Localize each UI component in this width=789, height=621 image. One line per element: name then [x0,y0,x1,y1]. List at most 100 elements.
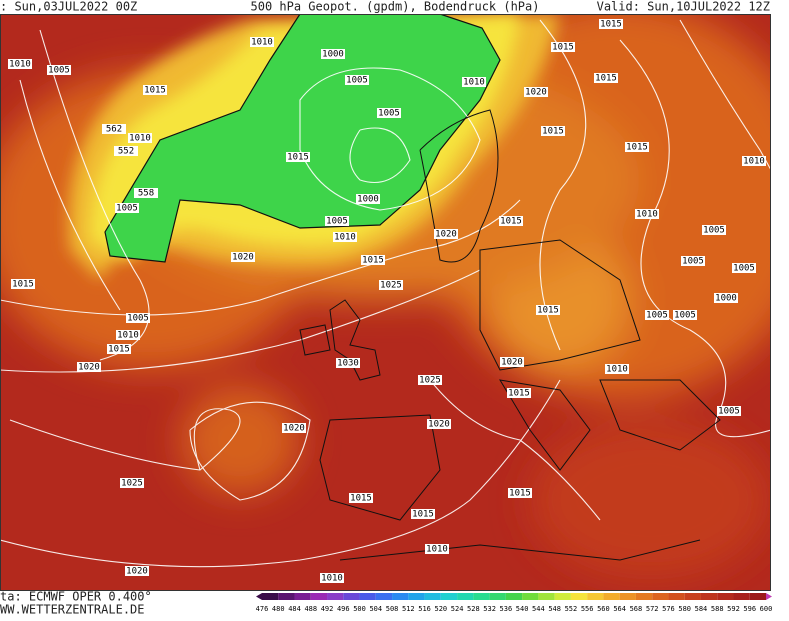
isobar-label: 1005 [326,217,348,227]
isobar-label: 1010 [251,38,273,48]
map-frame [0,14,771,591]
scale-label: 496 [337,605,350,613]
label-box [524,87,548,97]
label-box [551,42,575,52]
color-scale: 476 480 484 488 492 496 500 504 508 512 516 520 524 5… [256,593,772,613]
isobar-label: 1005 [733,264,755,274]
label-box [356,194,380,204]
isobar-label: 1020 [525,88,547,98]
scale-swatch [294,593,311,600]
site: WW.WETTERZENTRALE.DE [0,603,145,617]
label-box [250,37,274,47]
isobar-label: 1010 [426,545,448,555]
scale-arrow [766,593,772,600]
label-box [541,126,565,136]
scale-swatch [424,593,441,600]
label-box [120,478,144,488]
scale-label: 524 [451,605,464,613]
isobar-label: 1015 [542,127,564,137]
scale-swatch [603,593,620,600]
scale-swatch [668,593,685,600]
label-box [507,388,531,398]
isobar-label: 1015 [287,153,309,163]
scale-swatch [408,593,425,600]
label-box [717,406,741,416]
scale-swatch [522,593,539,600]
isobar-label: 562 [106,125,122,135]
valid-date: Valid: Sun,10JUL2022 12Z [597,0,770,14]
label-box [673,310,697,320]
isobar-labels: 1010 1000 1005 1010 1005 1015 1015 1015 1020 1015… [8,19,766,584]
label-box [732,263,756,273]
isobar-label: 1005 [127,314,149,324]
label-box [625,142,649,152]
label-box [11,279,35,289]
scale-arrow [256,593,262,600]
label-box [714,293,738,303]
isobar-label: 1020 [232,253,254,263]
scale-label: 564 [613,605,626,613]
isobar-label: 1015 [595,74,617,84]
isobar-label: 1010 [606,365,628,375]
label-box [702,225,726,235]
label-box [116,330,140,340]
scale-label: 576 [662,605,675,613]
scale-label: 532 [483,605,496,613]
scale-label: 588 [711,605,724,613]
isobar-label: 1020 [283,424,305,434]
label-box [500,357,524,367]
label-box [333,232,357,242]
isobar-label: 1015 [509,489,531,499]
isobar-label: 552 [118,147,134,157]
isobar-label: 1010 [463,78,485,88]
scale-label: 476 [256,605,269,613]
label-box [462,77,486,87]
scale-swatch [538,593,555,600]
isobar-label: 1010 [129,134,151,144]
scale-label: 596 [743,605,756,613]
isobar-label: 1015 [12,280,34,290]
scale-swatch [457,593,474,600]
scale-swatch [700,593,718,600]
scale-swatch [570,593,588,600]
isobar-label: 1015 [412,510,434,520]
isobar-label: 1005 [378,109,400,119]
label-box [508,488,532,498]
scale-swatch [619,593,636,600]
label-box [8,59,32,69]
isobar-label: 1015 [350,494,372,504]
scale-swatch [343,593,360,600]
label-box [361,255,385,265]
label-box [282,423,306,433]
scale-swatch [359,593,376,600]
label-box [411,509,435,519]
isobar-label: 1020 [501,358,523,368]
isobar-label: 1015 [508,389,530,399]
isobar-label: 1015 [626,143,648,153]
scale-label: 488 [304,605,317,613]
isobar-label: 1010 [117,331,139,341]
label-box [499,216,523,226]
isobar-label: 1015 [362,256,384,266]
scale-swatch [375,593,393,600]
isobar-label: 1020 [126,567,148,577]
label-box [286,152,310,162]
isobar-label: 1015 [144,86,166,96]
scale-label: 512 [402,605,415,613]
label-box [645,310,669,320]
isobar-label: 1020 [428,420,450,430]
label-box [47,65,71,75]
scale-label: 556 [581,605,594,613]
label-box [594,73,618,83]
scale-swatch [440,593,458,600]
scale-swatch [652,593,669,600]
label-box [107,344,131,354]
scale-swatch [310,593,328,600]
scale-label: 548 [548,605,561,613]
label-box [77,362,101,372]
isobar-label: 1015 [552,43,574,53]
scale-label: 592 [727,605,740,613]
scale-label: 520 [435,605,448,613]
scale-swatch [505,593,523,600]
scale-label: 492 [321,605,334,613]
